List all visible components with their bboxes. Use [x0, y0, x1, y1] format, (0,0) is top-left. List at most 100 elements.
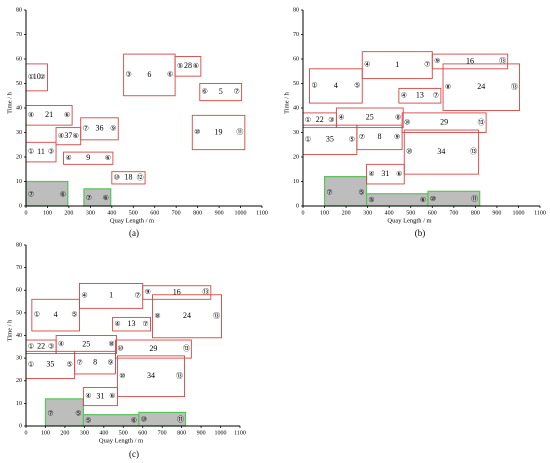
y-tick-label: 60 [293, 56, 299, 62]
vessel-rect-4 [309, 68, 363, 104]
vessel-label-35: 35 [46, 360, 54, 369]
vessel-label-8: 8 [377, 132, 381, 141]
x-tick-label: 900 [215, 210, 224, 216]
occupied-left-marker: ⑩ [430, 195, 436, 203]
vessel-label-11: 11 [37, 147, 45, 156]
vessel-right-marker: ⑪ [236, 128, 243, 136]
vessel-rect-24 [442, 63, 520, 111]
occupied-right-marker: ⑥ [103, 194, 109, 202]
vessel-rect-13 [112, 316, 151, 332]
y-tick-label: 30 [16, 356, 22, 362]
vessel-left-marker: ④ [58, 132, 64, 140]
vessel-right-marker: ⑦ [433, 91, 439, 99]
x-tick-label: 300 [86, 210, 95, 216]
vessel-rect-29 [115, 339, 192, 359]
vessel-label-19: 19 [215, 127, 223, 136]
occupied-left-marker: ⑦ [326, 188, 332, 196]
x-tick-label: 900 [197, 430, 206, 436]
x-tick-label: 200 [60, 430, 69, 436]
vessel-right-marker: ⑦ [233, 88, 239, 96]
y-tick-label: 20 [293, 154, 299, 160]
vessel-label-29: 29 [440, 118, 448, 127]
x-tick-label: 1100 [534, 210, 546, 216]
x-tick-label: 1000 [235, 210, 247, 216]
x-tick-label: 500 [406, 210, 415, 216]
vessel-left-marker: ① [28, 342, 34, 350]
y-tick-label: 60 [16, 288, 22, 294]
occupied-right-marker: ⑤ [75, 409, 81, 417]
y-tick-label: 40 [16, 333, 22, 339]
vessel-left-marker: ⑧ [445, 83, 451, 91]
occupied-left-marker: ⑤ [85, 417, 91, 425]
vessel-label-6: 6 [147, 70, 151, 79]
panel-label: (c) [129, 449, 139, 459]
y-axis-title: Time / h [6, 319, 13, 342]
vessel-right-marker: ⑤ [66, 361, 72, 369]
vessel-right-marker: ⑦ [135, 292, 141, 300]
vessel-rect-29 [401, 112, 487, 133]
vessel-right-marker: ⑦ [424, 61, 430, 69]
x-tick-label: 400 [99, 430, 108, 436]
vessel-rect-34 [403, 129, 480, 175]
vessel-right-marker: ⑬ [176, 372, 183, 380]
vessel-label-13: 13 [416, 91, 424, 100]
y-tick-label: 10 [293, 179, 299, 185]
y-tick-label: 80 [16, 242, 22, 248]
vessel-label-31: 31 [381, 169, 389, 178]
vessel-right-marker: ③ [48, 342, 54, 350]
vessel-right-marker: ③ [48, 148, 54, 156]
vessel-left-marker: ⑤ [177, 62, 183, 70]
y-tick-label: 50 [16, 310, 22, 316]
y-tick-label: 0 [19, 423, 22, 429]
panel-label: (b) [415, 228, 426, 238]
x-axis-title: Quay Length / m [110, 217, 154, 224]
x-tick-label: 600 [138, 430, 147, 436]
vessel-left-marker: ① [311, 82, 317, 90]
vessel-right-marker: ⑧ [395, 113, 401, 121]
x-tick-label: 500 [119, 430, 128, 436]
x-tick-label: 600 [428, 210, 437, 216]
vessel-left-marker: ④ [364, 61, 370, 69]
x-tick-label: 700 [158, 430, 167, 436]
vessel-rect-18 [111, 171, 146, 185]
vessel-rect-24 [152, 294, 222, 339]
vessel-rect-16 [142, 285, 212, 300]
x-tick-label: 1000 [512, 210, 524, 216]
vessel-right-marker: ⑤ [349, 135, 355, 143]
vessel-right-marker: ⑥ [105, 154, 111, 162]
vessel-right-marker: ⑨ [107, 358, 113, 366]
x-tick-label: 500 [129, 210, 138, 216]
vessel-label-10: 10 [33, 72, 41, 81]
x-tick-label: 800 [193, 210, 202, 216]
occupied-left-marker: ⑦ [28, 191, 34, 199]
vessel-left-marker: ③ [125, 71, 131, 79]
vessel-rect-8 [356, 124, 403, 151]
y-tick-label: 0 [19, 203, 22, 209]
vessel-label-5: 5 [219, 87, 223, 96]
x-tick-label: 800 [177, 430, 186, 436]
x-tick-label: 700 [172, 210, 181, 216]
vessel-left-marker: ① [305, 116, 311, 124]
vessel-label-37: 37 [64, 131, 72, 140]
vessel-label-9: 9 [86, 153, 90, 162]
x-tick-label: 700 [449, 210, 458, 216]
vessel-rect-25 [335, 107, 404, 129]
vessel-left-marker: ⑦ [83, 124, 89, 132]
vessel-label-21: 21 [45, 110, 53, 119]
x-tick-label: 200 [342, 210, 351, 216]
y-tick-label: 20 [16, 154, 22, 160]
x-tick-label: 300 [80, 430, 89, 436]
vessel-left-marker: ① [28, 361, 34, 369]
y-tick-label: 40 [293, 105, 299, 111]
vessel-right-marker: ⑬ [213, 312, 220, 320]
vessel-left-marker: ④ [28, 111, 34, 119]
x-tick-label: 1100 [234, 430, 246, 436]
vessel-label-24: 24 [183, 311, 191, 320]
y-tick-label: 30 [16, 130, 22, 136]
panel-label: (a) [129, 228, 139, 238]
vessel-left-marker: ⑩ [406, 148, 412, 156]
vessel-label-22: 22 [37, 342, 45, 351]
y-tick-label: 50 [16, 81, 22, 87]
vessel-label-28: 28 [184, 61, 192, 70]
